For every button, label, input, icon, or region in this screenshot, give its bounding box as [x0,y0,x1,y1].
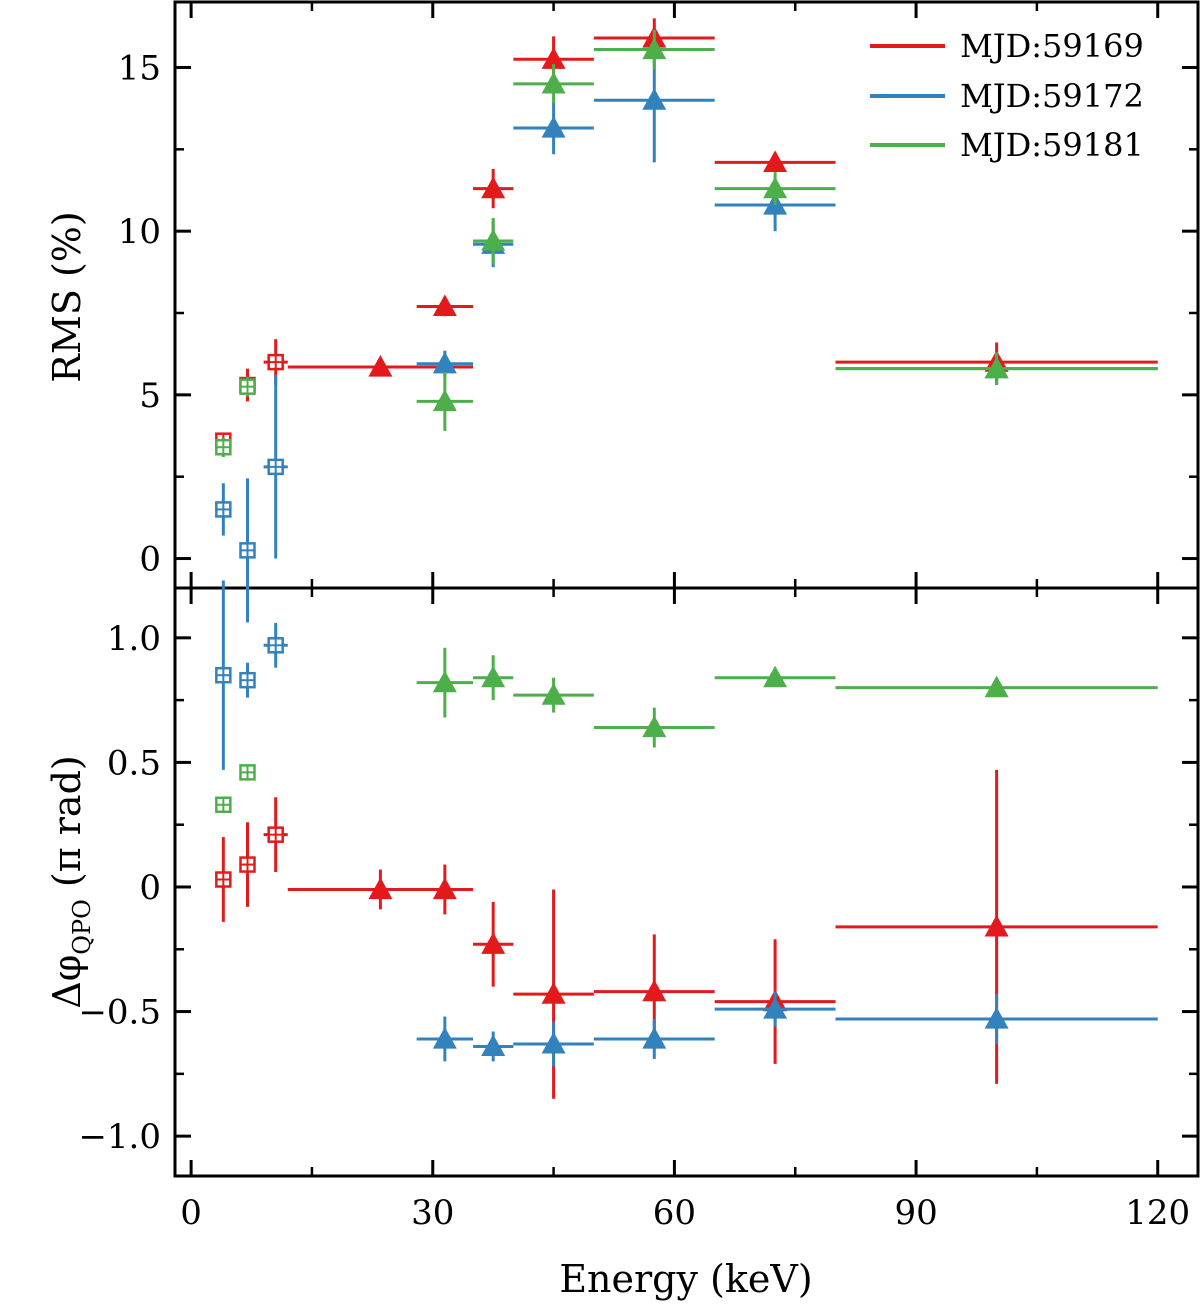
data-point-triangle [984,1007,1009,1029]
data-point-triangle [481,665,506,688]
data-point-triangle [481,1034,506,1057]
x-tick-label: 30 [411,1193,454,1233]
data-point-triangle [763,150,788,173]
phase-ylabel-main: Δφ [45,955,89,1009]
phase-ylabel-tail: (π rad) [45,755,89,899]
ticks-layer [175,2,1198,1176]
y-tick-label: 0 [139,540,161,580]
data-point-triangle [541,1031,566,1054]
data-point-triangle [541,982,566,1004]
data-point-triangle [481,228,506,251]
x-tick-label: 120 [1125,1193,1190,1233]
y-tick-label: 10 [118,212,161,252]
data-point-triangle [642,715,667,738]
data-point-triangle [984,356,1009,379]
x-tick-label: 60 [653,1193,696,1233]
x-axis-label: Energy (keV) [559,1257,812,1301]
data-point-triangle [432,877,457,900]
data-point-triangle [481,932,506,954]
data-point-triangle [763,997,788,1019]
data-point-triangle [763,665,788,688]
rms-ylabel: RMS (%) [45,211,89,382]
phase-ylabel-sub: QPO [68,899,96,955]
data-point-triangle [763,176,788,199]
data-point-triangle [432,351,457,374]
legend-entry: MJD:59169 [870,27,1144,65]
tick-labels-layer: 0 5 10 15 −1.0 −0.5 0 0.5 1.0 0 30 60 90 120 [78,48,1190,1233]
data-point-triangle [368,877,393,900]
data-point-triangle [642,1026,667,1049]
data-point-triangle [432,389,457,411]
legend-label: MJD:59172 [960,77,1144,115]
legend-entry: MJD:59172 [870,77,1144,115]
data-point-triangle [432,294,457,317]
legend-label: MJD:59181 [960,126,1144,164]
series-mjd-59172 [215,580,1158,1067]
data-point-triangle [432,670,457,693]
y-tick-label: 1.0 [107,619,161,659]
x-tick-label: 90 [894,1193,937,1233]
data-point-triangle [984,675,1009,698]
series-mjd-59169 [215,769,1158,1099]
y-tick-label: 5 [139,376,161,416]
data-point-triangle [642,88,667,110]
series-mjd-59181 [215,647,1158,814]
data-point-triangle [541,683,566,705]
data-point-triangle [541,47,566,69]
y-tick-label: 15 [118,48,161,88]
x-tick-label: 0 [180,1193,202,1233]
phase-ylabel: ΔφQPO (π rad) [45,755,96,1009]
data-point-triangle [541,71,566,94]
y-tick-label: 0.5 [107,743,161,783]
phase-panel-frame [173,586,1200,1178]
data-point-triangle [432,1026,457,1049]
y-tick-label: −0.5 [78,993,161,1033]
data-point-triangle [541,116,566,138]
legend-entry: MJD:59181 [870,126,1144,164]
legend-label: MJD:59169 [960,27,1144,65]
y-tick-label: −1.0 [78,1117,161,1157]
data-point-triangle [481,176,506,199]
legend: MJD:59169 MJD:59172 MJD:59181 [870,27,1144,164]
series-layer [215,18,1158,1099]
data-point-triangle [642,37,667,60]
series-mjd-59181 [215,29,1158,458]
data-point-triangle [642,979,667,1002]
y-tick-label: 0 [139,868,161,908]
data-point-triangle [984,914,1009,937]
data-point-triangle [368,355,393,377]
